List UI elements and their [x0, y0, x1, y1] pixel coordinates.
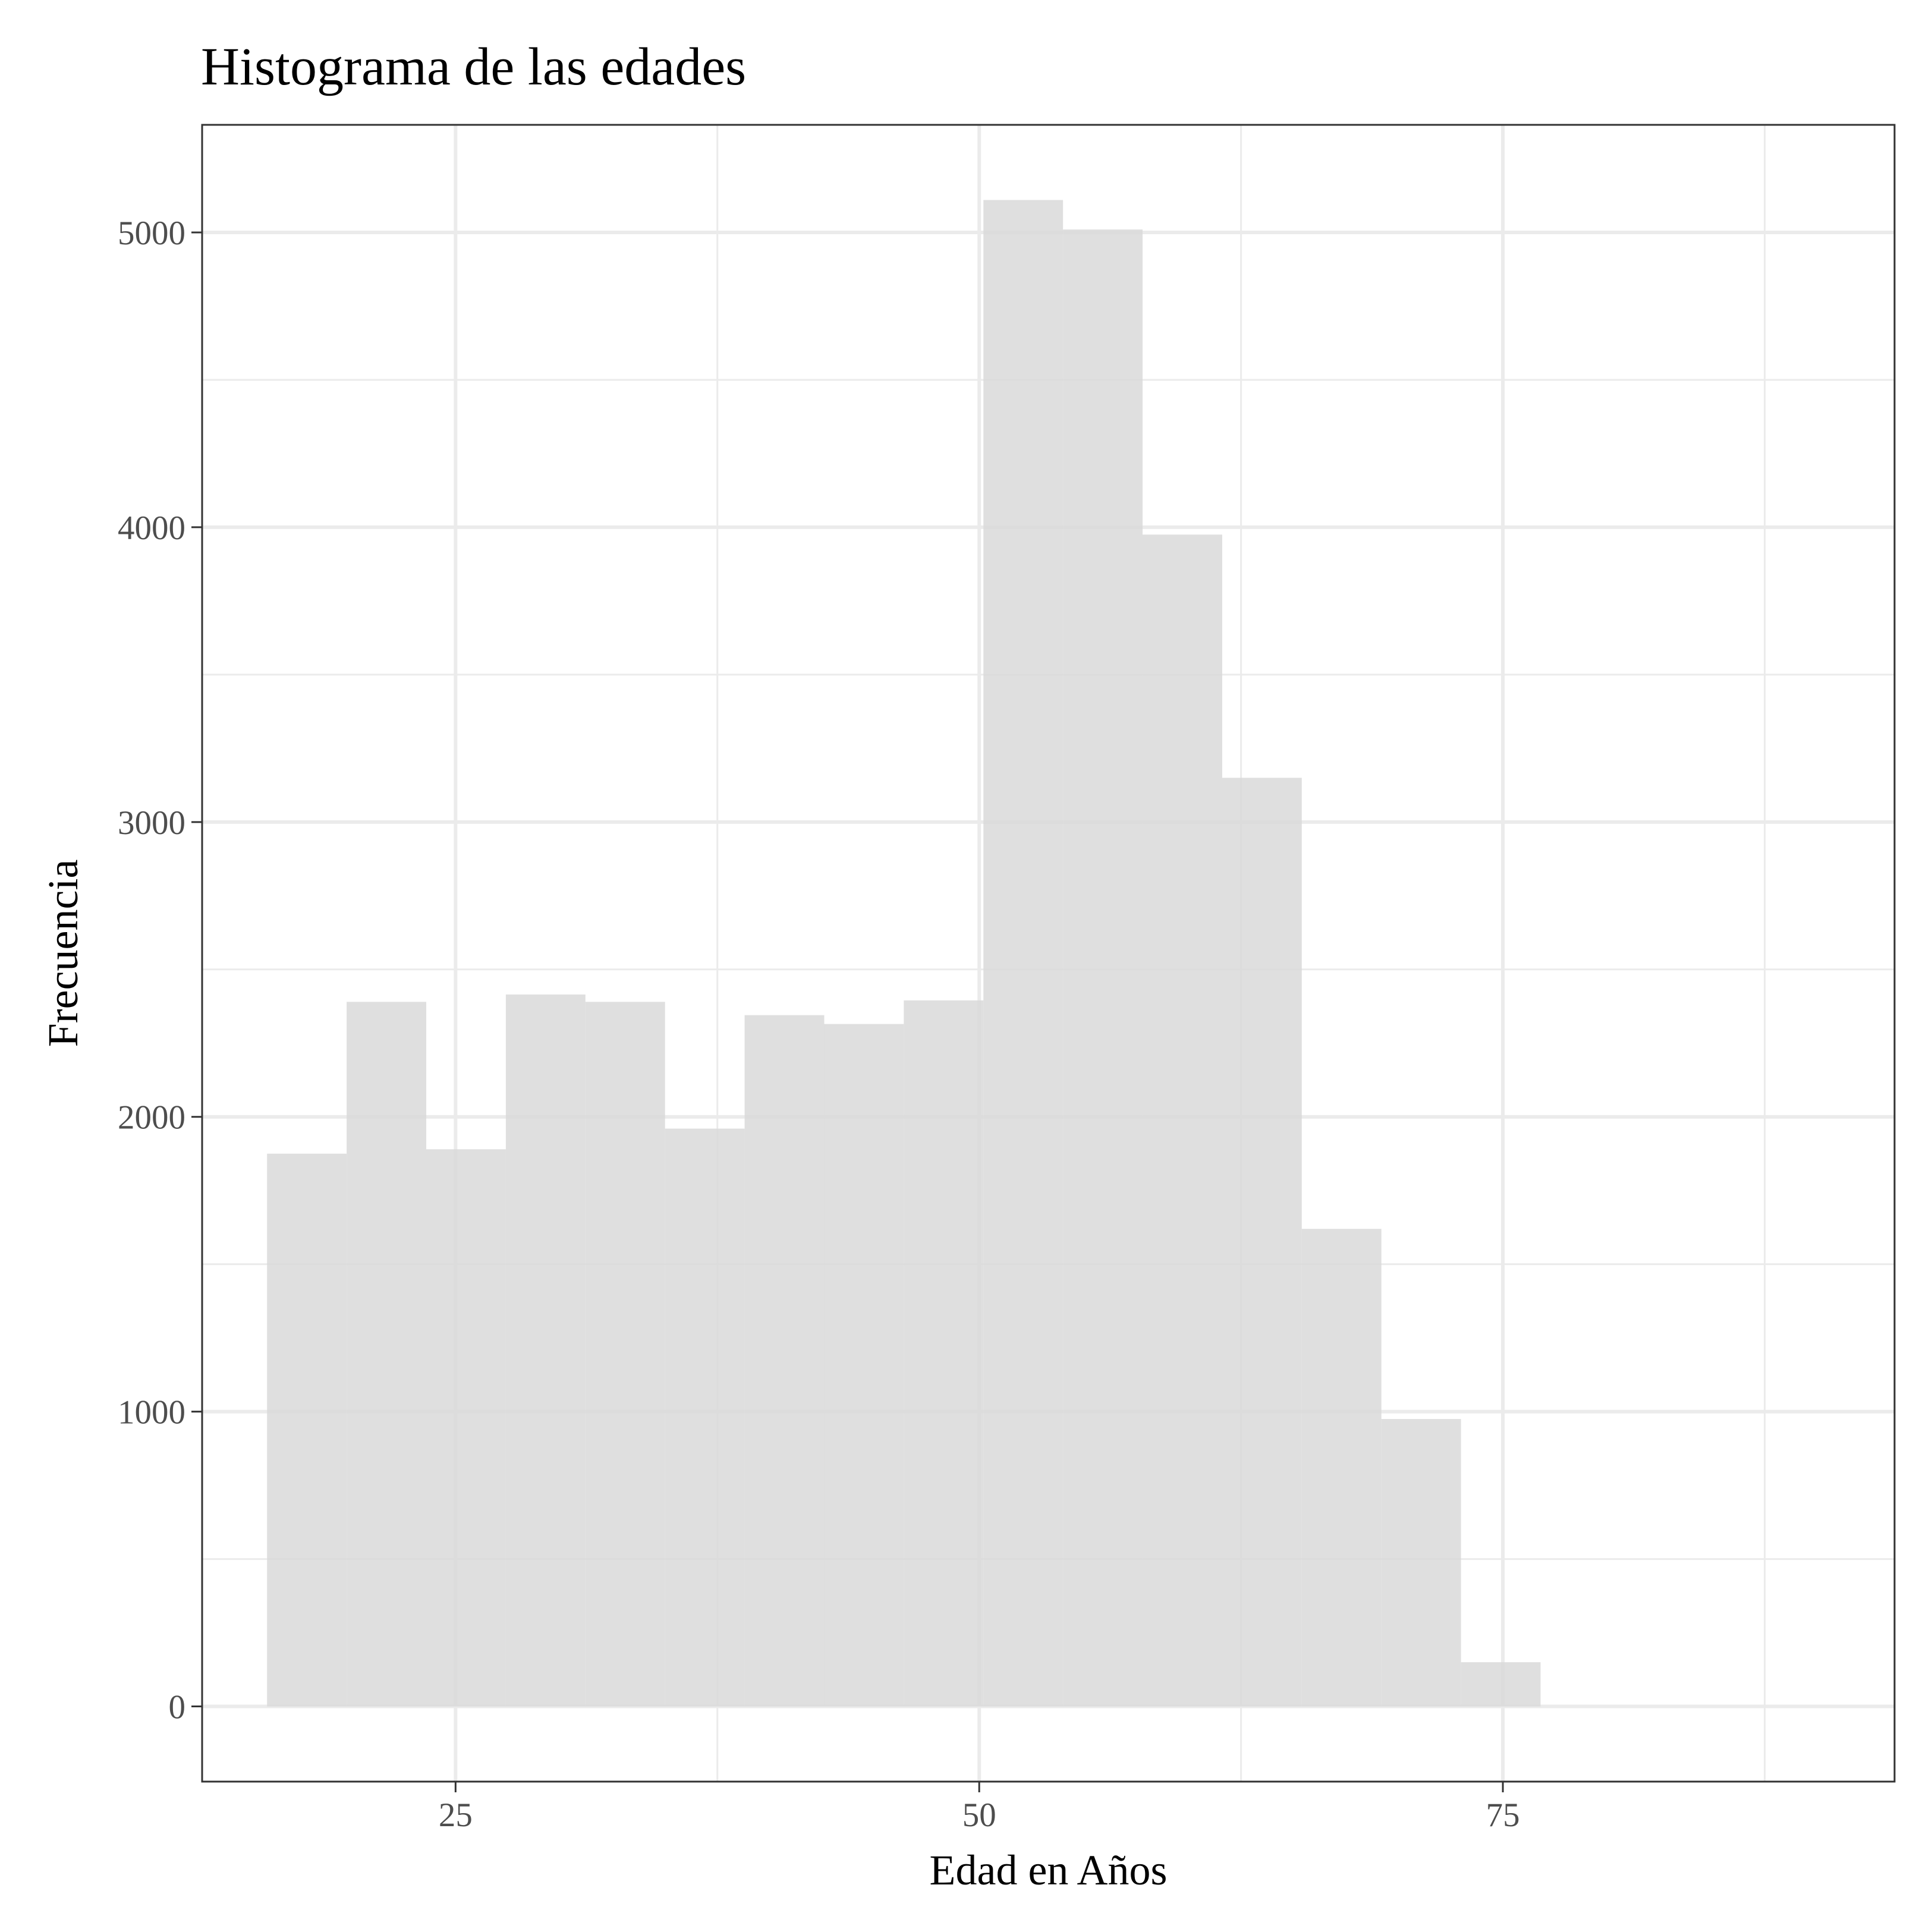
x-tick-label: 75: [1486, 1796, 1520, 1834]
y-tick-label: 0: [169, 1689, 186, 1726]
histogram-bar: [983, 200, 1063, 1707]
x-tick-label: 25: [439, 1796, 473, 1834]
y-tick-label: 3000: [118, 804, 185, 842]
histogram-bars: [267, 200, 1541, 1707]
y-axis-title: Frecuencia: [39, 860, 87, 1047]
histogram-bar: [1222, 778, 1302, 1707]
histogram-bar: [267, 1153, 347, 1707]
histogram-bar: [1063, 229, 1143, 1707]
x-axis-ticks: 25 50 75: [439, 1782, 1520, 1834]
histogram-bar: [1143, 534, 1222, 1707]
x-axis-title: Edad en Años: [930, 1846, 1168, 1894]
y-tick-label: 2000: [118, 1099, 185, 1137]
histogram-bar: [1381, 1419, 1461, 1707]
histogram-bar: [824, 1024, 904, 1707]
y-tick-label: 1000: [118, 1394, 185, 1431]
histogram-bar: [1461, 1662, 1541, 1707]
y-tick-label: 5000: [118, 215, 185, 252]
histogram-bar: [426, 1149, 506, 1707]
histogram-bar: [347, 1002, 427, 1707]
plot-panel-border: [201, 124, 1896, 1783]
chart-title: Histograma de las edades: [201, 37, 746, 96]
y-tick-label: 4000: [118, 509, 185, 547]
histogram-bar: [904, 1000, 984, 1707]
x-tick-label: 50: [962, 1796, 996, 1834]
y-axis-ticks: 0 1000 2000 3000 4000 5000: [118, 215, 202, 1726]
histogram-bar: [505, 994, 586, 1707]
histogram-bar: [744, 1015, 825, 1707]
histogram-bar: [665, 1128, 745, 1707]
histogram-bar: [585, 1002, 665, 1707]
histogram-bar: [1301, 1229, 1382, 1707]
